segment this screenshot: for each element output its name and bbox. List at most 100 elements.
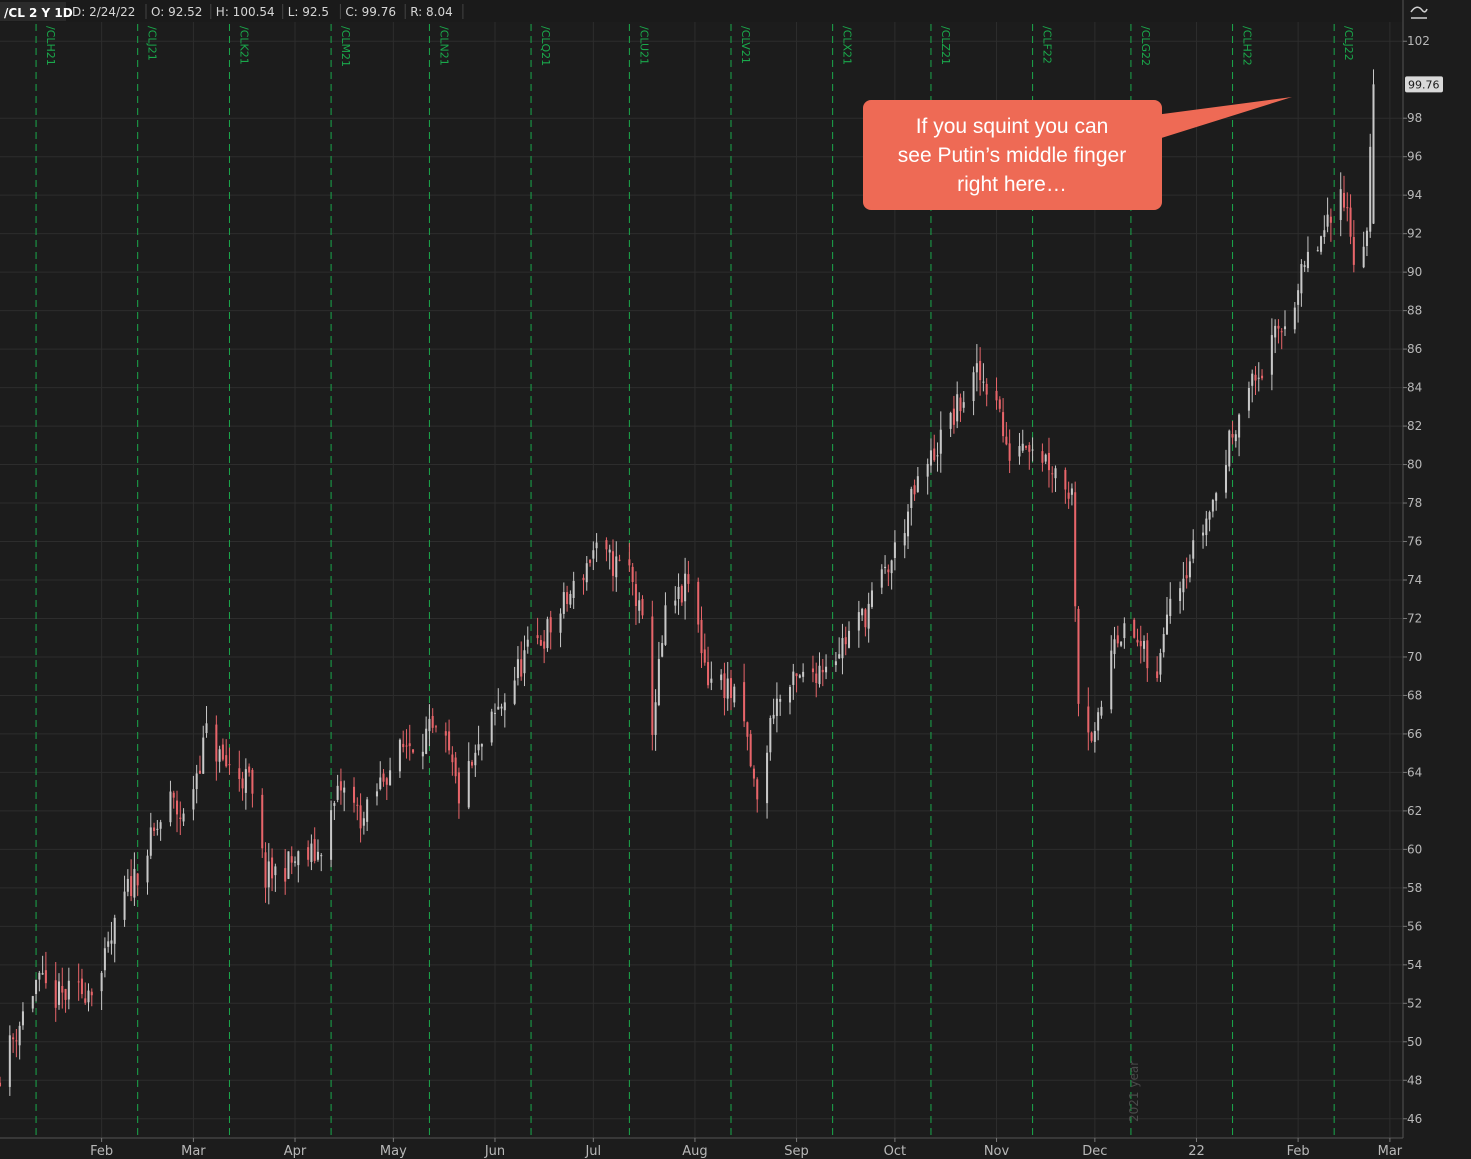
x-tick-label: Oct xyxy=(884,1144,906,1159)
candle xyxy=(100,970,103,1010)
candle xyxy=(38,970,41,992)
candle xyxy=(1251,369,1254,403)
candle xyxy=(123,875,126,927)
candle xyxy=(1093,722,1096,753)
candle xyxy=(297,850,300,883)
candle xyxy=(362,811,365,835)
candle xyxy=(811,655,814,683)
candle xyxy=(251,768,254,808)
candle xyxy=(1352,220,1355,273)
candle xyxy=(926,458,929,495)
candle xyxy=(84,982,87,1005)
candle xyxy=(467,742,470,810)
candle xyxy=(15,1029,18,1058)
candle xyxy=(605,537,608,562)
candle xyxy=(595,533,598,563)
expiration-label: /CLG22 xyxy=(1139,26,1152,66)
candle xyxy=(41,955,44,975)
candle xyxy=(549,610,552,650)
x-tick-label: Mar xyxy=(181,1144,206,1159)
candle xyxy=(1064,467,1067,504)
candle xyxy=(1113,626,1116,669)
y-tick-label: 54 xyxy=(1407,958,1422,972)
candle xyxy=(287,851,290,880)
x-tick-label: Dec xyxy=(1082,1144,1107,1159)
candle xyxy=(343,780,346,812)
candle xyxy=(215,715,218,781)
candle xyxy=(1139,625,1142,664)
candle xyxy=(1070,483,1073,506)
candle xyxy=(1323,215,1326,244)
candle xyxy=(1316,246,1319,252)
candle xyxy=(634,571,637,625)
candle xyxy=(313,827,316,864)
y-tick-label: 72 xyxy=(1407,611,1422,625)
candle xyxy=(1346,192,1349,222)
candle xyxy=(366,796,369,832)
candle xyxy=(585,556,588,591)
candle xyxy=(998,396,1001,413)
candle xyxy=(641,595,644,619)
candle xyxy=(1162,627,1165,658)
candle xyxy=(1116,625,1119,648)
y-tick-label: 86 xyxy=(1407,342,1422,356)
candle xyxy=(903,519,906,559)
candle xyxy=(1270,318,1273,391)
chart-type-icon[interactable] xyxy=(1410,4,1428,20)
candle xyxy=(543,630,546,664)
candle xyxy=(1044,453,1047,465)
candle xyxy=(359,793,362,843)
candle xyxy=(847,621,851,649)
candle xyxy=(0,1076,2,1087)
candle xyxy=(172,790,175,809)
candle xyxy=(611,539,615,592)
candle xyxy=(1202,524,1205,549)
candle xyxy=(316,839,319,862)
expiration-label: /CLJ22 xyxy=(1342,26,1355,61)
candle xyxy=(1342,175,1346,212)
candle xyxy=(700,606,703,668)
candle xyxy=(457,767,460,819)
candle xyxy=(1169,582,1172,624)
year-watermark: 2021 year xyxy=(1127,1061,1141,1122)
candle xyxy=(444,722,447,753)
candle xyxy=(130,859,133,902)
candle xyxy=(910,486,913,526)
candle xyxy=(1261,369,1264,381)
callout-line-2: see Putin’s middle finger xyxy=(898,144,1126,167)
candle xyxy=(67,967,70,1010)
candle xyxy=(766,745,769,819)
x-tick-label: Apr xyxy=(284,1144,307,1159)
candle xyxy=(431,708,434,733)
candle xyxy=(1047,437,1050,488)
candle xyxy=(146,849,149,895)
candle xyxy=(572,571,575,609)
candle xyxy=(238,750,241,792)
y-tick-label: 90 xyxy=(1407,265,1422,279)
y-tick-label: 52 xyxy=(1407,996,1422,1010)
candle xyxy=(1133,617,1136,639)
candle xyxy=(35,979,38,1002)
candle xyxy=(746,721,749,751)
y-tick-label: 50 xyxy=(1407,1035,1422,1049)
candle xyxy=(844,626,847,656)
candle xyxy=(962,391,965,413)
ohlc-field: H: 100.54 xyxy=(216,5,275,19)
candle xyxy=(64,988,67,1013)
candle xyxy=(153,822,156,837)
candle xyxy=(497,688,500,710)
candle xyxy=(136,872,139,897)
symbol-label[interactable]: /CL 2 Y 1D xyxy=(4,6,73,20)
symbol-box[interactable] xyxy=(0,2,66,21)
y-tick-label: 70 xyxy=(1407,650,1422,664)
candle xyxy=(638,592,641,624)
candle xyxy=(290,846,293,875)
callout-line-1: If you squint you can xyxy=(916,115,1109,138)
candle xyxy=(916,467,919,493)
y-tick-label: 46 xyxy=(1407,1112,1422,1126)
x-tick-label: Feb xyxy=(1287,1144,1310,1159)
candle xyxy=(57,973,61,1010)
candle xyxy=(244,758,247,810)
candle xyxy=(402,730,405,753)
candle xyxy=(1293,302,1296,334)
